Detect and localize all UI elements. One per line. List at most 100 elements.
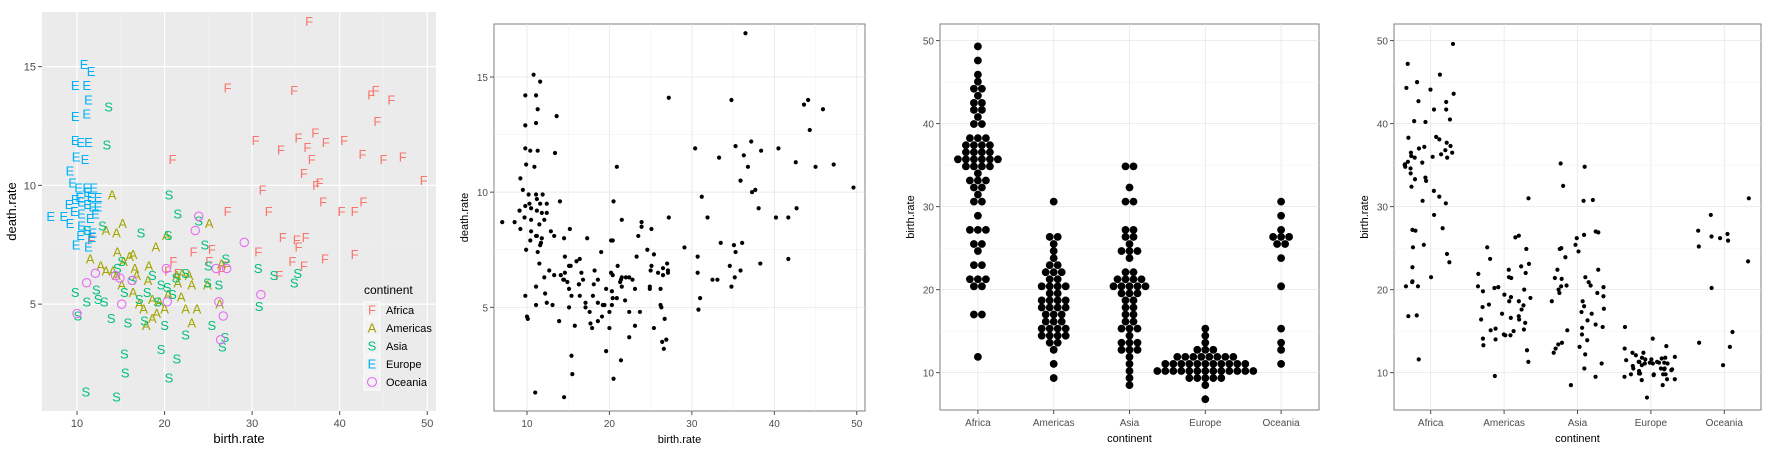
legend-label: Europe — [386, 359, 421, 371]
point — [533, 390, 538, 395]
legend-label: Africa — [386, 305, 415, 317]
point — [627, 275, 632, 280]
point-oceania — [1745, 259, 1751, 264]
point-asia — [1601, 285, 1606, 290]
dot-americas — [1045, 338, 1054, 347]
point-europe: E — [82, 107, 91, 122]
point-europe — [1636, 359, 1641, 364]
point-africa — [1447, 117, 1453, 122]
point-africa — [1440, 226, 1445, 231]
point-africa — [1444, 140, 1449, 145]
point — [611, 376, 616, 381]
dot-americas — [1053, 275, 1062, 284]
dot-americas — [1053, 338, 1062, 347]
dot-oceania — [1273, 240, 1281, 248]
dot-americas — [1061, 282, 1070, 291]
dot-americas — [1045, 233, 1054, 241]
point-africa — [1443, 148, 1448, 153]
point-africa — [1447, 260, 1452, 265]
point-africa — [1410, 279, 1415, 284]
dot-europe — [1213, 352, 1222, 361]
point — [599, 314, 605, 319]
dot-americas — [1037, 296, 1046, 305]
point — [773, 215, 779, 220]
point-oceania — [1725, 231, 1730, 237]
point — [576, 282, 582, 287]
point-europe: E — [71, 109, 80, 124]
point-africa: F — [351, 204, 359, 219]
point-americas — [1528, 295, 1533, 301]
point-africa — [1431, 188, 1436, 193]
point-asia — [1589, 311, 1594, 316]
legend-key-asia: S — [363, 337, 381, 355]
dot-americas — [1053, 233, 1062, 241]
point — [523, 123, 528, 128]
point-africa — [1431, 212, 1437, 218]
point-americas — [1492, 285, 1497, 291]
point-americas — [1506, 267, 1511, 272]
y-tick-label: 20 — [923, 286, 935, 297]
point-africa: F — [305, 14, 313, 29]
point-oceania — [1697, 340, 1702, 345]
point-africa — [1410, 265, 1415, 270]
dot-africa — [982, 275, 990, 284]
dot-africa — [978, 282, 986, 291]
legend-symbol: S — [368, 339, 377, 354]
point-asia: S — [215, 278, 224, 293]
point — [732, 275, 737, 280]
x-tick-label: Asia — [1568, 418, 1588, 429]
legend: continent F Africa A Americas S Asia E Europe Oce… — [363, 283, 432, 391]
dot-asia — [1129, 162, 1138, 171]
point-africa: F — [300, 166, 308, 181]
point-americas — [1516, 233, 1521, 238]
dot-americas — [1041, 310, 1050, 319]
point-oceania — [72, 308, 82, 319]
point-americas: A — [96, 259, 105, 274]
point-europe: E — [83, 185, 92, 200]
dot-africa — [974, 113, 982, 121]
point-asia: S — [163, 280, 172, 295]
point-africa — [1410, 227, 1415, 232]
point — [544, 300, 549, 305]
point-asia — [1576, 249, 1581, 254]
point-africa — [1451, 91, 1456, 96]
point-africa — [1405, 159, 1411, 164]
point — [610, 296, 615, 301]
point-africa — [1414, 80, 1420, 85]
point-americas: A — [217, 256, 226, 271]
dot-africa — [970, 84, 978, 93]
point — [522, 215, 527, 220]
point-asia — [1564, 283, 1569, 288]
point-africa: F — [295, 130, 303, 145]
point-europe: E — [82, 78, 91, 93]
dot-oceania — [1277, 233, 1285, 241]
dot-africa — [974, 211, 982, 220]
point-americas: A — [119, 254, 128, 269]
dot-asia — [1125, 282, 1134, 291]
legend-key-oceania — [363, 373, 381, 391]
point-africa: F — [372, 83, 380, 98]
point-europe: E — [84, 135, 93, 150]
point — [561, 277, 566, 282]
point-asia — [1601, 294, 1606, 299]
dot-africa — [974, 42, 982, 51]
legend-label: Asia — [386, 341, 408, 353]
dot-europe — [1201, 338, 1210, 347]
dot-europe — [1193, 374, 1202, 382]
y-tick-label: 10 — [1377, 369, 1389, 380]
point-asia: S — [112, 389, 121, 404]
dot-africa — [962, 148, 970, 157]
point-africa — [1416, 146, 1422, 151]
x-tick-label: 20 — [604, 419, 616, 430]
x-tick-label: 30 — [246, 418, 258, 430]
point-europe — [1630, 363, 1635, 369]
point-asia: S — [290, 275, 299, 290]
point-oceania — [1717, 236, 1723, 241]
point-europe: E — [66, 216, 75, 231]
point-asia: S — [120, 347, 129, 362]
point — [611, 199, 616, 204]
point — [851, 185, 856, 190]
point — [538, 201, 543, 206]
point — [627, 309, 632, 315]
point-africa: F — [340, 133, 348, 148]
